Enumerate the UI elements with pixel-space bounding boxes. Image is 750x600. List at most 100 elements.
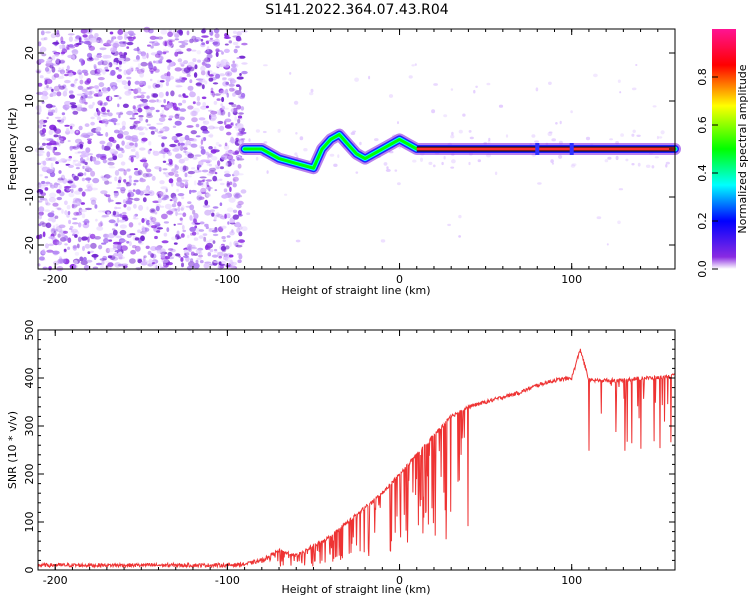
noise-speck [194, 154, 202, 157]
noise-speck [193, 218, 198, 224]
noise-speck [140, 61, 148, 67]
noise-speck [131, 110, 136, 115]
noise-speck [41, 128, 47, 134]
noise-speck [204, 209, 212, 216]
noise-speck [121, 120, 127, 127]
noise-speck [548, 131, 553, 134]
noise-speck [101, 114, 108, 117]
noise-speck [468, 161, 471, 166]
noise-speck [255, 129, 260, 133]
noise-speck [217, 120, 224, 125]
noise-speck [186, 251, 190, 256]
noise-speck [57, 177, 64, 181]
noise-speck [220, 154, 228, 161]
noise-speck [236, 204, 242, 209]
noise-speck [49, 182, 53, 187]
noise-speck [182, 166, 186, 173]
noise-speck [176, 181, 183, 187]
noise-speck [176, 230, 180, 236]
noise-speck [206, 163, 211, 166]
noise-speck [167, 262, 173, 266]
noise-speck [192, 107, 200, 113]
noise-speck [110, 41, 114, 44]
noise-speck [368, 75, 371, 80]
noise-speck [198, 117, 206, 121]
noise-speck [205, 179, 212, 182]
noise-speck [43, 86, 50, 91]
noise-speck [115, 67, 120, 70]
noise-speck [103, 87, 106, 92]
noise-speck [224, 43, 229, 46]
noise-speck [146, 123, 151, 127]
noise-speck [147, 44, 151, 47]
noise-speck [113, 129, 120, 134]
noise-speck [44, 187, 49, 191]
noise-speck [50, 91, 57, 97]
noise-speck [241, 70, 248, 75]
noise-speck [149, 68, 155, 73]
noise-speck [631, 87, 637, 91]
noise-speck [41, 222, 47, 228]
noise-speck [48, 109, 53, 114]
noise-speck [51, 210, 55, 214]
noise-speck [202, 130, 210, 134]
noise-speck [192, 101, 196, 105]
noise-speck [67, 54, 74, 59]
noise-speck [51, 54, 56, 61]
noise-speck [95, 153, 103, 158]
noise-speck [221, 225, 227, 229]
noise-speck [189, 89, 193, 95]
noise-speck [45, 199, 49, 206]
noise-speck [81, 108, 88, 113]
noise-speck [48, 129, 54, 136]
noise-speck [203, 182, 208, 188]
noise-speck [428, 161, 433, 165]
noise-speck [235, 45, 240, 49]
noise-speck [84, 94, 88, 99]
noise-speck [102, 69, 106, 75]
noise-speck [651, 165, 655, 169]
noise-speck [218, 73, 226, 77]
noise-speck [67, 72, 74, 77]
noise-speck [75, 130, 79, 134]
noise-speck [208, 74, 214, 77]
noise-speck [60, 233, 65, 238]
noise-speck [123, 203, 127, 208]
noise-speck [263, 64, 268, 67]
noise-speck [57, 76, 65, 79]
noise-speck [189, 244, 196, 248]
noise-speck [130, 148, 136, 152]
noise-speck [161, 136, 168, 140]
noise-speck [232, 30, 237, 34]
noise-speck [158, 197, 162, 204]
noise-speck [88, 45, 96, 51]
noise-speck [458, 235, 461, 238]
noise-speck [120, 245, 128, 251]
noise-speck [39, 189, 44, 195]
noise-speck [89, 183, 93, 188]
noise-speck [109, 96, 112, 101]
noise-speck [180, 142, 185, 146]
noise-speck [585, 136, 591, 141]
noise-speck [149, 216, 153, 220]
noise-speck [134, 237, 140, 241]
colorbar-tick-label: 0.6 [696, 116, 709, 134]
noise-speck [125, 200, 133, 205]
noise-speck [593, 73, 598, 78]
noise-speck [130, 156, 134, 163]
noise-speck [90, 242, 97, 249]
noise-speck [618, 188, 624, 191]
noise-speck [192, 209, 196, 215]
noise-speck [126, 141, 133, 145]
noise-speck [309, 92, 314, 96]
noise-speck [99, 258, 107, 261]
noise-speck [190, 130, 197, 135]
noise-speck [654, 156, 659, 159]
noise-speck [157, 193, 162, 199]
noise-speck [155, 36, 159, 40]
noise-speck [165, 91, 169, 97]
noise-speck [106, 109, 110, 113]
noise-speck [53, 182, 59, 189]
noise-speck [208, 146, 212, 150]
noise-speck [45, 60, 53, 64]
